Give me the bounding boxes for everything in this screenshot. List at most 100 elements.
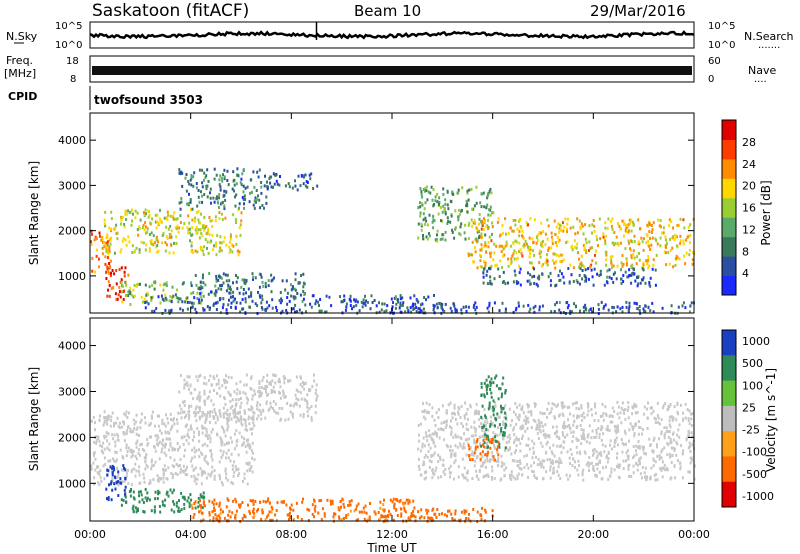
- x-tick-label: 16:00: [477, 528, 509, 541]
- power-echo-cell: [202, 307, 205, 311]
- ground-scatter-cell: [597, 427, 600, 430]
- power-echo-cell: [554, 266, 557, 270]
- power-echo-cell: [512, 241, 515, 245]
- velocity-echo-cell: [481, 450, 484, 454]
- ground-scatter-cell: [485, 417, 488, 421]
- power-echo-cell: [223, 204, 226, 208]
- power-echo-cell: [507, 281, 509, 285]
- power-echo-cell: [203, 216, 206, 219]
- power-echo-cell: [540, 250, 542, 254]
- ground-scatter-cell: [444, 468, 447, 472]
- velocity-echo-cell: [480, 415, 483, 419]
- power-echo-cell: [192, 175, 195, 179]
- ground-scatter-cell: [277, 380, 280, 383]
- velocity-echo-cell: [489, 423, 492, 426]
- ground-scatter-cell: [595, 435, 598, 439]
- power-echo-cell: [220, 212, 223, 216]
- power-echo-cell: [650, 243, 653, 247]
- power-echo-cell: [139, 218, 142, 222]
- velocity-echo-cell: [170, 508, 173, 512]
- power-echo-cell: [530, 261, 533, 265]
- velocity-echo-cell: [111, 467, 114, 471]
- power-echo-cell: [194, 307, 197, 311]
- ground-scatter-cell: [201, 431, 204, 435]
- ground-scatter-cell: [260, 386, 263, 389]
- power-echo-cell: [482, 275, 485, 279]
- velocity-echo-cell: [144, 496, 147, 500]
- power-echo-cell: [591, 223, 594, 227]
- power-echo-cell: [152, 243, 155, 247]
- velocity-echo-cell: [433, 512, 436, 516]
- ground-scatter-cell: [495, 459, 498, 463]
- power-echo-cell: [261, 280, 264, 284]
- power-echo-cell: [483, 260, 485, 264]
- ground-scatter-cell: [553, 454, 556, 458]
- velocity-echo-cell: [153, 510, 156, 514]
- ground-scatter-cell: [111, 477, 114, 481]
- power-echo-cell: [536, 284, 539, 288]
- ground-scatter-cell: [130, 483, 133, 487]
- power-echo-cell: [455, 308, 458, 312]
- ground-scatter-cell: [155, 438, 158, 442]
- velocity-echo-cell: [129, 489, 132, 493]
- power-echo-cell: [672, 265, 675, 269]
- power-echo-cell: [262, 284, 265, 288]
- ground-scatter-cell: [196, 378, 199, 382]
- power-echo-cell: [302, 289, 305, 293]
- ground-scatter-cell: [475, 409, 478, 413]
- velocity-echo-cell: [427, 509, 430, 513]
- power-echo-cell: [647, 254, 650, 258]
- power-echo-cell: [216, 234, 219, 238]
- ground-scatter-cell: [112, 437, 115, 441]
- power-echo-cell: [296, 292, 299, 295]
- ground-scatter-cell: [666, 453, 669, 457]
- power-echo-cell: [131, 208, 134, 212]
- power-echo-cell: [190, 183, 193, 187]
- ground-scatter-cell: [282, 393, 285, 397]
- ground-scatter-cell: [658, 457, 661, 461]
- ground-scatter-cell: [516, 477, 519, 481]
- power-echo-cell: [190, 292, 193, 295]
- ground-scatter-cell: [622, 408, 625, 412]
- velocity-echo-cell: [194, 500, 197, 504]
- velocity-echo-cell: [150, 509, 153, 513]
- ground-scatter-cell: [118, 426, 121, 429]
- power-echo-cell: [243, 198, 246, 202]
- power-echo-cell: [642, 248, 645, 252]
- power-echo-cell: [610, 258, 613, 262]
- ground-scatter-cell: [560, 444, 563, 448]
- ground-scatter-cell: [224, 386, 227, 390]
- power-echo-cell: [199, 287, 202, 291]
- velocity-echo-cell: [142, 501, 145, 504]
- velocity-echo-cell: [288, 518, 290, 521]
- power-echo-cell: [181, 308, 184, 312]
- power-echo-cell: [344, 308, 347, 312]
- power-echo-cell: [181, 300, 184, 304]
- ground-scatter-cell: [103, 410, 106, 414]
- power-echo-cell: [484, 241, 487, 245]
- power-echo-cell: [461, 186, 464, 190]
- velocity-echo-cell: [503, 411, 506, 415]
- ground-scatter-cell: [491, 450, 494, 454]
- ground-scatter-cell: [222, 406, 225, 410]
- power-echo-cell: [478, 217, 481, 221]
- power-echo-cell: [186, 296, 189, 300]
- velocity-echo-cell: [219, 508, 222, 512]
- velocity-echo-cell: [395, 508, 398, 512]
- power-echo-cell: [529, 273, 532, 277]
- ground-scatter-cell: [281, 407, 284, 410]
- power-echo-cell: [148, 214, 151, 217]
- power-echo-cell: [260, 275, 263, 279]
- velocity-echo-cell: [267, 513, 270, 517]
- power-echo-cell: [108, 294, 111, 298]
- ground-scatter-cell: [483, 434, 485, 438]
- ground-scatter-cell: [423, 471, 426, 475]
- power-echo-cell: [244, 300, 247, 304]
- ground-scatter-cell: [632, 464, 635, 468]
- power-echo-cell: [624, 270, 627, 274]
- power-echo-cell: [486, 282, 489, 286]
- power-echo-cell: [219, 241, 221, 245]
- power-echo-cell: [536, 239, 539, 242]
- power-echo-cell: [270, 185, 273, 189]
- velocity-echo-cell: [479, 457, 482, 461]
